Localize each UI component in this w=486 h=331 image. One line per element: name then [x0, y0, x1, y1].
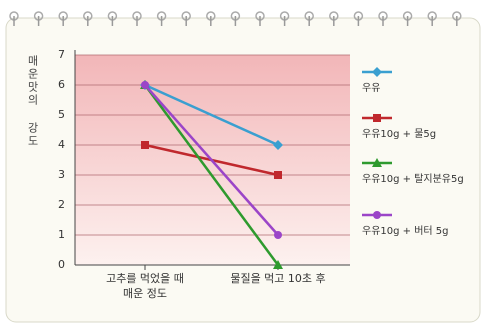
point — [141, 81, 149, 89]
point — [273, 140, 283, 150]
legend-marker — [372, 158, 382, 167]
point — [274, 231, 282, 239]
y-tick-label: 7 — [58, 48, 65, 61]
y-tick-label: 4 — [58, 138, 65, 151]
point — [273, 260, 283, 269]
legend-marker — [373, 114, 381, 122]
y-axis-label: 매운맛의 강도 — [26, 55, 39, 148]
y-tick-label: 1 — [58, 228, 65, 241]
y-tick-label: 6 — [58, 78, 65, 91]
y-tick-label: 5 — [58, 108, 65, 121]
y-tick-label: 3 — [58, 168, 65, 181]
legend-label: 우유10g + 버터 5g — [362, 226, 449, 237]
series-line — [144, 84, 279, 236]
legend-label: 우유10g + 탈지분유5g — [362, 174, 464, 185]
x-tick-label: 물질을 먹고 10초 후 — [230, 272, 326, 285]
point — [141, 141, 149, 149]
legend-marker — [373, 211, 381, 219]
series-line — [143, 84, 280, 266]
point — [274, 171, 282, 179]
legend-label: 우유10g + 물5g — [362, 129, 437, 140]
y-tick-label: 0 — [58, 258, 65, 271]
series-line — [144, 83, 279, 147]
rings — [9, 11, 462, 26]
legend-label: 우유 — [362, 83, 381, 94]
x-tick-label: 고추를 먹었을 때 매운 정도 — [106, 272, 184, 300]
y-tick-label: 2 — [58, 198, 65, 211]
legend-marker — [372, 67, 382, 77]
